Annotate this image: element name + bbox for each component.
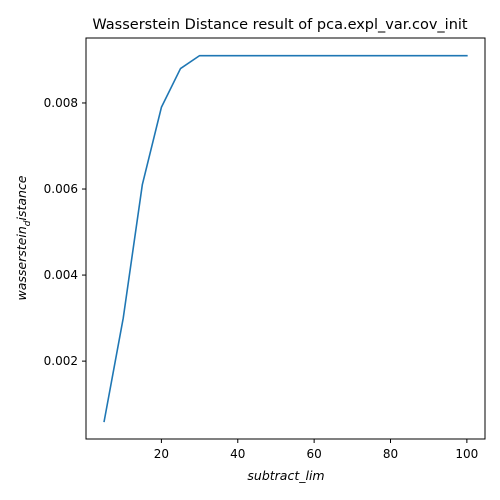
y-axis: 0.002 0.004 0.006 0.008 — [44, 96, 86, 368]
x-tick-label: 20 — [154, 447, 169, 461]
x-axis: 20 40 60 80 100 — [154, 439, 478, 461]
y-tick-label: 0.006 — [44, 182, 78, 196]
y-tick-label: 0.008 — [44, 96, 78, 110]
plot-frame — [85, 37, 486, 440]
x-tick-label: 80 — [383, 447, 398, 461]
series-line-0 — [103, 54, 468, 423]
y-tick-label: 0.002 — [44, 354, 78, 368]
chart-title: Wasserstein Distance result of pca.expl_… — [92, 17, 468, 33]
x-tick-label: 40 — [230, 447, 245, 461]
y-axis-label-subscript: d — [23, 220, 33, 226]
y-axis-label: wassersteindistance — [14, 175, 33, 300]
y-tick-label: 0.004 — [44, 268, 78, 282]
plot-area — [103, 54, 468, 423]
x-tick-label: 60 — [306, 447, 321, 461]
y-axis-label-main: wasserstein — [14, 226, 29, 300]
x-tick-label: 100 — [455, 447, 478, 461]
y-axis-label-tail: istance — [14, 175, 29, 220]
x-axis-label: subtract_lim — [247, 468, 324, 483]
